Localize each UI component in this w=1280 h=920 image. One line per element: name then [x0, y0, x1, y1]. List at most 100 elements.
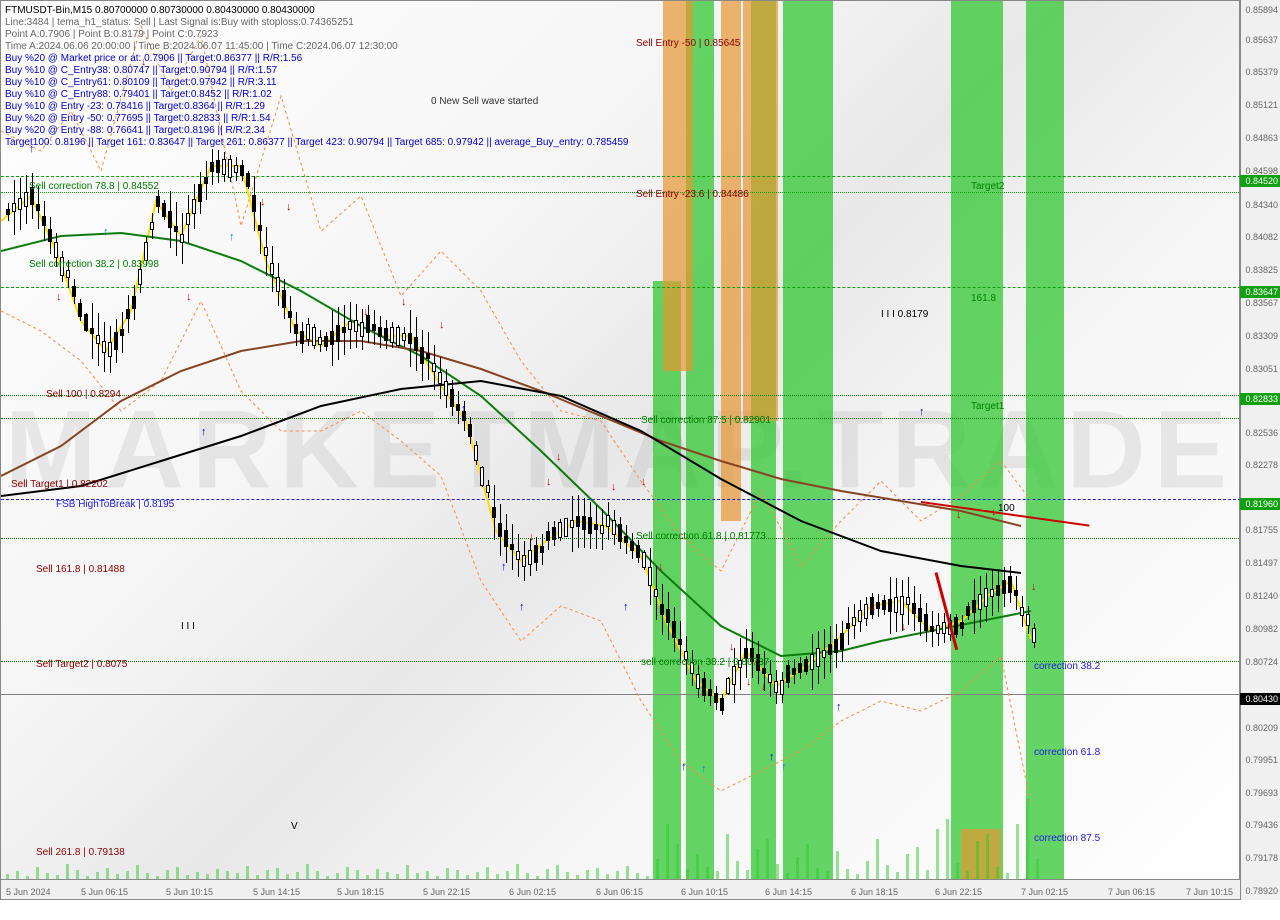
- volume-bar: [1036, 859, 1039, 879]
- chart-area[interactable]: MARKETMAP.TRADE ↑↓↑↓↓↑↑↓↓↓↓↓↑↑↑↓↓↓↓↑↓↓↑↑…: [0, 0, 1240, 900]
- time-tick: 6 Jun 18:15: [851, 887, 898, 897]
- volume-bar: [586, 870, 589, 879]
- volume-bar: [846, 869, 849, 879]
- volume-bar: [546, 869, 549, 879]
- arrow-down-icon: ↓: [556, 451, 562, 463]
- price-axis: 0.858940.856370.853790.851210.848630.845…: [1240, 0, 1280, 900]
- arrow-up-icon: ↑: [681, 761, 687, 773]
- price-tick: 0.80982: [1245, 624, 1278, 634]
- volume-bar: [676, 844, 679, 879]
- info-line: Line:3484 | tema_h1_status: Sell | Last …: [5, 17, 354, 28]
- chart-label: Sell Entry -50 | 0.85645: [636, 38, 740, 49]
- info-targets: Target100: 0.8196 || Target 161: 0.83647…: [5, 137, 629, 148]
- volume-bar: [356, 870, 359, 879]
- price-marker: 0.81960: [1240, 498, 1280, 510]
- arrow-down-icon: ↓: [260, 196, 266, 208]
- volume-bar: [866, 861, 869, 879]
- volume-bar: [886, 865, 889, 879]
- price-tick: 0.83051: [1245, 364, 1278, 374]
- chart-label: Sell 261.8 | 0.79138: [36, 847, 125, 858]
- volume-bar: [756, 849, 759, 879]
- price-marker: 0.80430: [1240, 693, 1280, 705]
- arrow-up-icon: ↑: [769, 751, 775, 763]
- volume-bar: [296, 872, 299, 879]
- chart-title: FTMUSDT-Bin,M15 0.80700000 0.80730000 0.…: [5, 5, 315, 16]
- volume-bar: [166, 870, 169, 879]
- volume-bar: [906, 854, 909, 879]
- volume-bar: [926, 870, 929, 879]
- price-tick: 0.84340: [1245, 200, 1278, 210]
- time-tick: 6 Jun 02:15: [509, 887, 556, 897]
- info-buy7: Buy %20 @ Entry -88: 0.76641 || Target:0…: [5, 125, 265, 136]
- info-buy4: Buy %10 @ C_Entry88: 0.79401 || Target:0…: [5, 89, 272, 100]
- price-tick: 0.81755: [1245, 525, 1278, 535]
- chart-label: sell correction 38.2 | 0.80737: [641, 657, 769, 668]
- arrow-down-icon: ↓: [956, 509, 962, 521]
- price-tick: 0.81497: [1245, 558, 1278, 568]
- volume-bar: [696, 854, 699, 879]
- arrow-up-icon: ↑: [229, 231, 235, 243]
- arrow-up-icon: ↑: [501, 561, 507, 573]
- price-tick: 0.85637: [1245, 35, 1278, 45]
- chart-label: 161.8: [971, 293, 996, 304]
- arrow-down-icon: ↓: [286, 201, 292, 213]
- chart-label: Sell correction 61.8 | 0.81773: [636, 531, 766, 542]
- time-tick: 5 Jun 22:15: [423, 887, 470, 897]
- volume-bar: [596, 868, 599, 879]
- arrow-up-icon: ↑: [461, 403, 467, 415]
- arrow-down-icon: ↓: [761, 681, 767, 693]
- arrow-up-icon: ↑: [919, 406, 925, 418]
- volume-bar: [1016, 824, 1019, 879]
- horizontal-line: [1, 395, 1241, 396]
- volume-bar: [506, 871, 509, 879]
- volume-bar: [276, 868, 279, 879]
- arrow-up-icon: ↑: [623, 601, 629, 613]
- info-buy3: Buy %10 @ C_Entry61: 0.80109 || Target:0…: [5, 77, 276, 88]
- horizontal-line: [1, 418, 1241, 419]
- chart-label: Sell Target2 | 0.8075: [36, 659, 127, 670]
- volume-bar: [736, 861, 739, 879]
- volume-bar: [796, 857, 799, 879]
- time-tick: 7 Jun 06:15: [1108, 887, 1155, 897]
- chart-label: correction 38.2: [1034, 661, 1100, 672]
- chart-label: FSB HighToBreak | 0.8195: [56, 499, 174, 510]
- price-tick: 0.83825: [1245, 265, 1278, 275]
- price-marker: 0.83647: [1240, 286, 1280, 298]
- arrow-down-icon: ↓: [529, 531, 535, 543]
- horizontal-line: [1, 192, 1241, 193]
- arrow-up-icon: ↑: [103, 226, 109, 238]
- volume-bar: [766, 839, 769, 879]
- info-buy6: Buy %20 @ Entry -50: 0.77695 || Target:0…: [5, 113, 271, 124]
- volume-bar: [746, 870, 749, 879]
- chart-label: I I I 0.8179: [881, 309, 928, 320]
- time-tick: 5 Jun 2024: [6, 887, 51, 897]
- horizontal-line: [1, 176, 1241, 177]
- chart-label: Sell 161.8 | 0.81488: [36, 564, 125, 575]
- arrow-down-icon: ↓: [658, 561, 664, 573]
- volume-bar: [556, 865, 559, 879]
- time-tick: 5 Jun 06:15: [81, 887, 128, 897]
- volume-bar: [876, 839, 879, 879]
- volume-bar: [626, 866, 629, 879]
- info-buy2: Buy %10 @ C_Entry38: 0.80747 || Target:0…: [5, 65, 277, 76]
- chart-label: I I I: [181, 621, 195, 632]
- info-wave: 0 New Sell wave started: [431, 96, 538, 107]
- volume-bar: [726, 834, 729, 879]
- volume-bar: [36, 867, 39, 879]
- green-zone: [783, 1, 833, 881]
- arrow-down-icon: ↓: [401, 296, 407, 308]
- green-zone: [951, 1, 1003, 881]
- volume-bar: [176, 867, 179, 879]
- volume-bar: [776, 864, 779, 879]
- volume-bar: [456, 870, 459, 879]
- arrow-down-icon: ↓: [546, 476, 552, 488]
- volume-bar: [16, 871, 19, 879]
- volume-bar: [1026, 799, 1029, 879]
- volume-bar: [76, 870, 79, 879]
- horizontal-line: [1, 499, 1241, 500]
- volume-bar: [706, 867, 709, 879]
- volume-bar: [126, 871, 129, 879]
- volume-bar: [386, 872, 389, 879]
- chart-label: Target1: [971, 401, 1004, 412]
- price-marker: 0.82833: [1240, 393, 1280, 405]
